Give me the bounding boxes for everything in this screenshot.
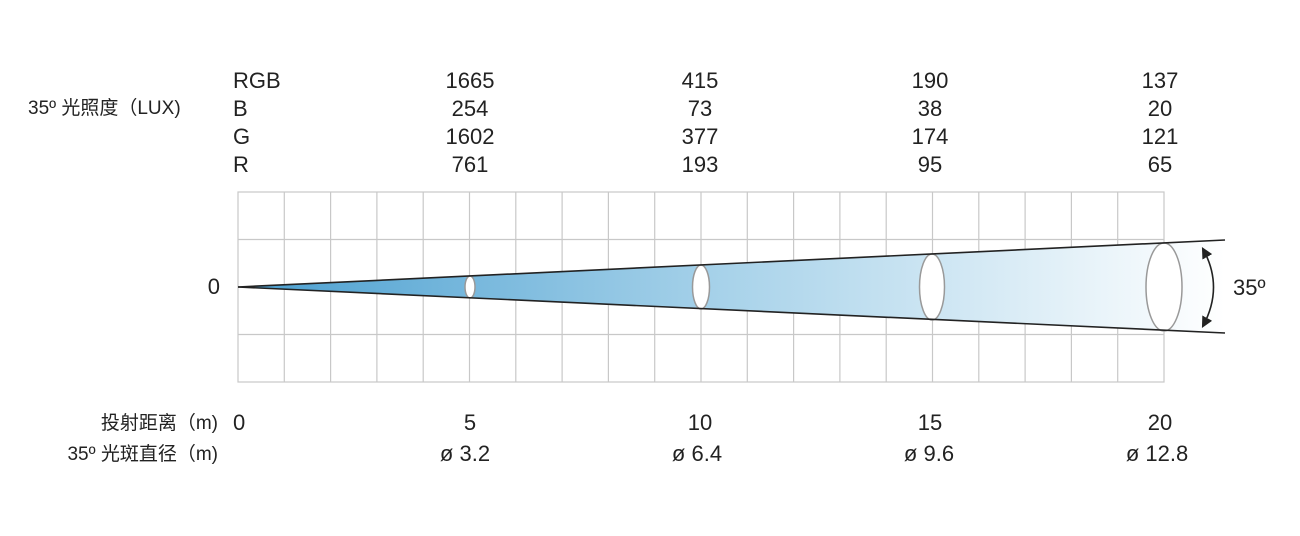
illuminance-value: 20 (1147, 96, 1173, 121)
spot-ellipse (1145, 242, 1183, 332)
illuminance-value: 1665 (445, 68, 495, 93)
illuminance-value: 95 (917, 152, 943, 177)
beam-angle-arrow (1201, 247, 1215, 328)
illuminance-value: 73 (687, 96, 713, 121)
distance-value: 0 (233, 410, 246, 435)
illuminance-value: 1602 (445, 124, 495, 149)
spot-ellipse (464, 275, 476, 299)
illuminance-value: 121 (1141, 124, 1179, 149)
spot-diameter-value: ø 6.4 (671, 441, 723, 466)
row-label-rgb: RGB (233, 68, 281, 93)
spot-diameter-value: ø 12.8 (1125, 441, 1189, 466)
illuminance-value: 761 (451, 152, 489, 177)
illuminance-value: 254 (451, 96, 489, 121)
row-label-b: B (233, 96, 248, 121)
distance-value: 5 (463, 410, 477, 435)
spot-ellipse (691, 264, 711, 310)
beam-edge-bottom (237, 286, 1226, 334)
illuminance-value: 38 (917, 96, 943, 121)
illuminance-value: 190 (911, 68, 949, 93)
spot-diameter-label: 35º 光斑直径（m) (67, 444, 218, 465)
distance-value: 10 (687, 410, 713, 435)
beam-angle-label: 35º (1233, 275, 1266, 300)
row-label-g: G (233, 124, 251, 149)
spot-diameter-value: ø 9.6 (903, 441, 955, 466)
origin-label: 0 (207, 274, 220, 299)
illuminance-label: 35º 光照度（LUX) (28, 98, 181, 119)
distance-value: 20 (1147, 410, 1173, 435)
distance-label: 投射距离（m) (100, 413, 218, 434)
illuminance-value: 137 (1141, 68, 1179, 93)
illuminance-value: 193 (681, 152, 719, 177)
beam-edge-top (237, 239, 1226, 288)
illuminance-value: 65 (1147, 152, 1173, 177)
spot-diameter-value: ø 3.2 (439, 441, 491, 466)
illuminance-value: 377 (681, 124, 719, 149)
illuminance-value: 415 (681, 68, 719, 93)
distance-value: 15 (917, 410, 943, 435)
light-beam (238, 240, 1225, 333)
illuminance-value: 174 (911, 124, 949, 149)
spot-ellipse (918, 253, 946, 321)
row-label-r: R (233, 152, 249, 177)
